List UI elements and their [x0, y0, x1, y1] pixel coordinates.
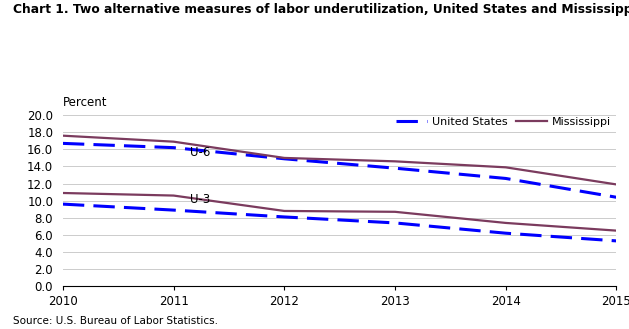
United States: [59, 141, 67, 145]
United States: [281, 157, 288, 161]
United States: [391, 166, 399, 170]
United States: [170, 146, 177, 150]
Line: United States: United States: [63, 143, 616, 197]
Legend: United States, Mississippi: United States, Mississippi: [396, 117, 611, 127]
United States: [613, 195, 620, 199]
Mississippi: [613, 183, 620, 187]
Mississippi: [59, 134, 67, 138]
Mississippi: [281, 156, 288, 160]
Text: Percent: Percent: [63, 95, 108, 109]
United States: [502, 176, 509, 180]
Text: U-6: U-6: [190, 146, 211, 159]
Mississippi: [170, 140, 177, 144]
Line: Mississippi: Mississippi: [63, 136, 616, 185]
Text: U-3: U-3: [190, 193, 211, 206]
Text: Source: U.S. Bureau of Labor Statistics.: Source: U.S. Bureau of Labor Statistics.: [13, 316, 218, 326]
Mississippi: [391, 159, 399, 163]
Text: Chart 1. Two alternative measures of labor underutilization, United States and M: Chart 1. Two alternative measures of lab…: [13, 3, 629, 16]
Mississippi: [502, 165, 509, 169]
